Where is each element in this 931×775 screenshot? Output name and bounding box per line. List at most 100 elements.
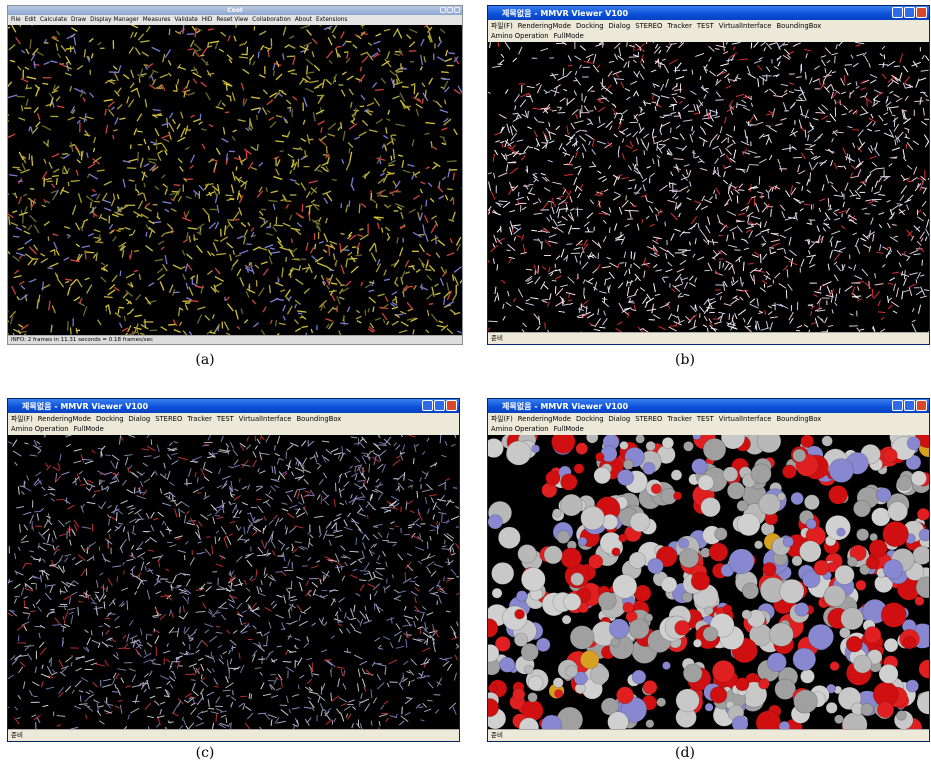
bond <box>301 25 310 28</box>
minimize-button[interactable] <box>422 400 433 411</box>
menu-item[interactable]: Measures <box>143 16 171 24</box>
bond <box>526 299 530 301</box>
menu-item[interactable]: Reset View <box>216 16 248 24</box>
bond <box>507 124 510 133</box>
bond <box>349 200 350 206</box>
menu-item[interactable]: Collaboration <box>252 16 291 24</box>
bond <box>574 91 576 96</box>
bond <box>43 282 44 291</box>
minimize-button[interactable] <box>892 7 903 18</box>
bond <box>431 571 436 576</box>
bond <box>385 667 386 675</box>
bond <box>392 96 399 99</box>
bond <box>303 156 307 158</box>
bond <box>9 175 17 176</box>
bond <box>894 66 900 67</box>
bond <box>445 87 450 92</box>
menu-item[interactable]: Docking <box>576 21 604 31</box>
menu-item[interactable]: Dialog <box>609 21 631 31</box>
bond <box>371 253 376 262</box>
bond <box>124 316 125 321</box>
bond <box>163 139 169 141</box>
bond <box>843 147 846 154</box>
menu-item[interactable]: About <box>295 16 312 24</box>
bond <box>761 328 770 330</box>
bond <box>444 576 445 581</box>
bond <box>582 301 588 306</box>
menu-item[interactable]: Edit <box>25 16 36 24</box>
menu-item[interactable]: VirtualInterface <box>239 414 292 424</box>
menu-item[interactable]: BoundingBox <box>296 414 341 424</box>
minimize-button[interactable] <box>440 7 446 13</box>
menu-item[interactable]: Dialog <box>129 414 151 424</box>
close-button[interactable] <box>916 7 927 18</box>
bond <box>259 471 265 474</box>
menu-item[interactable]: HID <box>202 16 213 24</box>
bond <box>583 244 588 251</box>
bond <box>340 323 348 324</box>
maximize-button[interactable] <box>447 7 453 13</box>
bond <box>527 86 535 87</box>
menu-item[interactable]: 파일(F) <box>491 21 513 31</box>
bond <box>894 118 895 127</box>
bond <box>188 228 197 229</box>
bond <box>869 246 871 252</box>
menu-item[interactable]: Amino Operation <box>491 31 549 41</box>
bond <box>196 650 200 653</box>
bond <box>415 444 418 446</box>
menu-item[interactable]: VirtualInterface <box>719 21 772 31</box>
bond <box>784 49 789 54</box>
panel-caption: (b) <box>655 352 715 368</box>
menu-item[interactable]: Calculate <box>40 16 67 24</box>
menu-item[interactable]: FullMode <box>554 31 584 41</box>
menu-item[interactable]: STEREO <box>635 21 662 31</box>
bond <box>868 201 874 204</box>
bond <box>433 147 437 149</box>
maximize-button[interactable] <box>434 400 445 411</box>
menu-item[interactable]: Draw <box>71 16 86 24</box>
close-button[interactable] <box>454 7 460 13</box>
bond <box>830 182 833 184</box>
bond <box>164 492 171 495</box>
bond <box>433 624 434 632</box>
bond <box>862 208 867 210</box>
menu-item[interactable]: Tracker <box>187 414 212 424</box>
menu-item[interactable]: TEST <box>697 21 714 31</box>
bond <box>890 107 899 108</box>
menu-item[interactable]: TEST <box>217 414 234 424</box>
bond <box>809 162 812 170</box>
maximize-button[interactable] <box>904 7 915 18</box>
menu-item[interactable]: STEREO <box>155 414 182 424</box>
menu-item[interactable]: 파일(F) <box>11 414 33 424</box>
bond <box>117 88 121 94</box>
bond <box>324 233 328 242</box>
menu-item[interactable]: RenderingMode <box>38 414 91 424</box>
molecule <box>488 42 929 332</box>
bond <box>244 580 246 585</box>
menu-item[interactable]: Display Manager <box>90 16 139 24</box>
menu-item[interactable]: BoundingBox <box>776 21 821 31</box>
bond <box>169 677 174 681</box>
menu-item[interactable]: Amino Operation <box>11 424 69 434</box>
bond <box>836 241 841 242</box>
bond <box>512 125 517 131</box>
bond <box>839 42 844 46</box>
bond <box>431 224 436 232</box>
bond <box>831 160 833 166</box>
bond <box>780 118 786 120</box>
bond <box>37 441 40 444</box>
close-button[interactable] <box>446 400 457 411</box>
menu-item[interactable]: FullMode <box>74 424 104 434</box>
menu-item[interactable]: Validate <box>174 16 197 24</box>
menu-item[interactable]: Extensions <box>316 16 347 24</box>
bond <box>251 167 257 169</box>
menu-item[interactable]: File <box>11 16 21 24</box>
bond <box>32 156 33 166</box>
menu-item[interactable]: Tracker <box>667 21 692 31</box>
bond <box>365 704 370 712</box>
menu-item[interactable]: Docking <box>96 414 124 424</box>
bond <box>258 547 263 553</box>
bond <box>70 86 72 91</box>
menu-item[interactable]: RenderingMode <box>518 21 571 31</box>
bond <box>743 318 745 322</box>
